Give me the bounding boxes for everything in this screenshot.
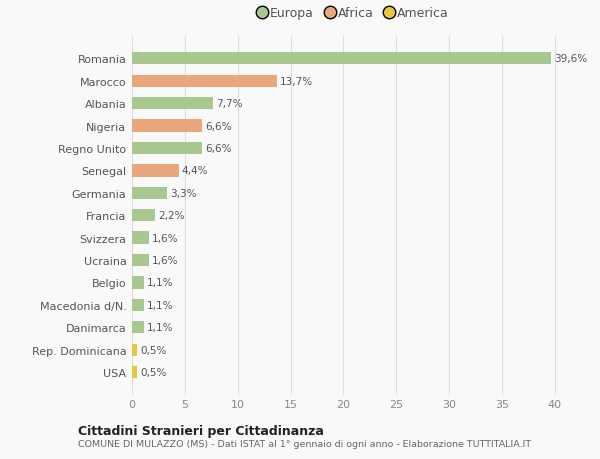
Bar [132,299,143,311]
Text: 1,1%: 1,1% [147,323,173,333]
Bar [132,75,277,88]
Text: 0,5%: 0,5% [140,367,167,377]
Bar [132,98,214,110]
Text: 6,6%: 6,6% [205,121,232,131]
Text: 7,7%: 7,7% [217,99,243,109]
Bar [132,165,179,177]
Bar [132,120,202,132]
Bar [132,344,137,356]
Text: 1,1%: 1,1% [147,300,173,310]
Text: 0,5%: 0,5% [140,345,167,355]
Text: 13,7%: 13,7% [280,77,313,86]
Bar [132,321,143,334]
Text: 4,4%: 4,4% [182,166,208,176]
Text: 6,6%: 6,6% [205,144,232,154]
Bar [132,254,149,267]
Bar [132,277,143,289]
Text: 1,1%: 1,1% [147,278,173,288]
Bar [132,366,137,379]
Legend: Europa, Africa, America: Europa, Africa, America [259,7,449,20]
Bar [132,142,202,155]
Bar [132,53,551,65]
Bar [132,210,155,222]
Text: 39,6%: 39,6% [554,54,587,64]
Text: 1,6%: 1,6% [152,256,179,265]
Text: 3,3%: 3,3% [170,188,197,198]
Text: Cittadini Stranieri per Cittadinanza: Cittadini Stranieri per Cittadinanza [78,424,324,437]
Text: 1,6%: 1,6% [152,233,179,243]
Bar [132,187,167,200]
Bar [132,232,149,244]
Text: COMUNE DI MULAZZO (MS) - Dati ISTAT al 1° gennaio di ogni anno - Elaborazione TU: COMUNE DI MULAZZO (MS) - Dati ISTAT al 1… [78,439,531,448]
Text: 2,2%: 2,2% [158,211,185,221]
